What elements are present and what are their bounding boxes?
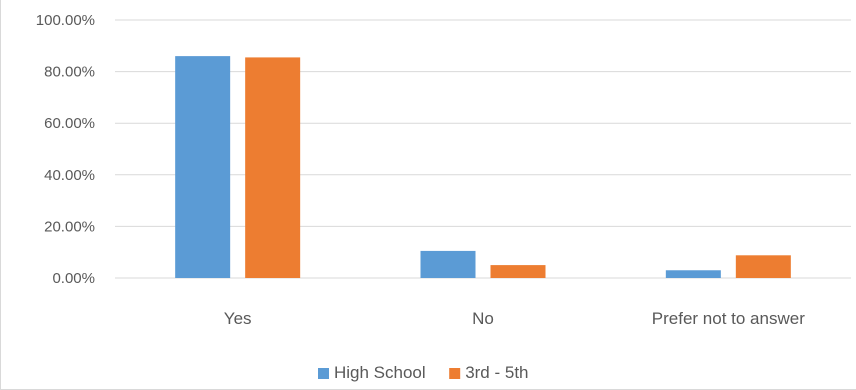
y-tick-label: 80.00%: [44, 64, 95, 81]
gridlines: [115, 19, 851, 279]
y-tick-label: 60.00%: [44, 115, 95, 132]
x-category-label: No: [472, 309, 494, 328]
bar-high-school-yes: [175, 56, 231, 279]
legend: High School 3rd - 5th: [318, 363, 529, 382]
x-category-label: Prefer not to answer: [652, 309, 805, 328]
legend-swatch: [449, 368, 461, 379]
legend-swatch: [318, 368, 329, 379]
bar-3rd-5th-prefer-not-to-answer: [735, 255, 791, 278]
bars: [175, 56, 791, 279]
bar-3rd-5th-no: [490, 265, 546, 278]
bar-high-school-no: [420, 250, 476, 278]
legend-label: High School: [334, 363, 426, 382]
y-tick-label: 20.00%: [44, 218, 95, 235]
y-tick-label: 0.00%: [52, 270, 95, 287]
y-tick-label: 100.00%: [36, 12, 95, 29]
y-tick-label: 40.00%: [44, 167, 95, 184]
legend-label: 3rd - 5th: [465, 363, 528, 382]
bar-3rd-5th-yes: [245, 57, 301, 278]
bar-high-school-prefer-not-to-answer: [665, 270, 721, 278]
x-axis-category-labels: Yes No Prefer not to answer: [224, 309, 805, 328]
x-category-label: Yes: [224, 309, 252, 328]
y-axis-tick-labels: 0.00% 20.00% 40.00% 60.00% 80.00% 100.00%: [36, 12, 95, 287]
